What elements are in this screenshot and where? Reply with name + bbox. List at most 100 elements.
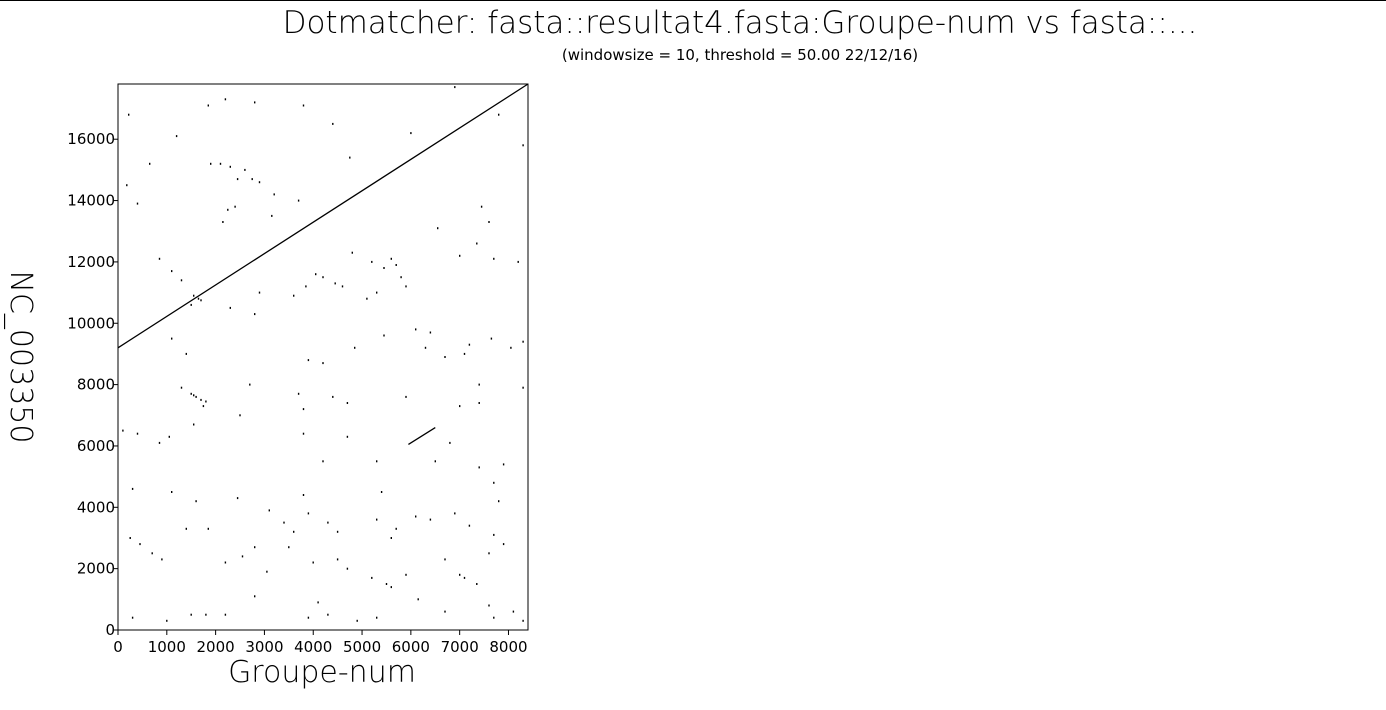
match-dot [351,251,353,254]
match-dot [459,405,461,408]
match-dot [293,294,295,297]
match-dot [236,497,239,500]
match-dot [158,441,161,444]
match-dot [244,168,246,171]
match-dot [251,178,253,181]
match-dot [405,285,407,288]
match-dot [366,297,368,300]
match-dot [268,509,270,512]
x-tick-label: 5000 [343,638,381,656]
match-dot [197,297,200,300]
match-dot [390,586,392,589]
match-dot [149,162,151,165]
match-dot [437,227,439,230]
match-dot [195,395,197,398]
match-dot [195,500,197,503]
y-tick-label: 14000 [67,192,115,210]
match-dot [454,512,456,515]
chart-title: Dotmatcher: fasta::resultat4.fasta:Group… [283,5,1198,41]
match-dot [510,346,512,349]
x-axis-ticks: 0 1000 2000 3000 4000 5000 6000 7000 8000 [113,630,528,656]
match-dot [241,555,244,558]
match-dot [480,205,483,208]
match-dot [522,619,524,622]
match-dot [405,395,407,398]
match-dot [395,264,397,266]
match-dot [302,432,305,435]
match-dot [517,260,519,263]
match-dot [429,331,432,334]
match-dot [168,435,170,438]
match-dot [383,267,385,269]
match-dot [258,181,261,184]
match-dot [302,104,305,107]
match-dot [459,254,461,257]
match-dot [385,583,388,585]
match-dot [498,113,500,116]
match-dot [522,144,524,147]
match-dot [463,352,466,355]
match-dot [180,386,183,389]
match-dot [297,392,300,395]
match-dot [229,306,231,309]
match-dot [302,408,305,411]
x-tick-label: 4000 [294,638,332,656]
match-dot [395,527,397,530]
match-dot [493,533,495,536]
match-dot [239,414,241,417]
match-dot [459,573,461,576]
match-dot [175,135,178,138]
dot-marks [117,83,529,622]
match-dot [207,104,209,107]
y-tick-label: 2000 [77,560,115,578]
match-diagonal-line [408,427,436,445]
match-dot [493,481,495,484]
y-axis-ticks: 0 2000 4000 6000 8000 10000 12000 14000 16000 [67,130,118,639]
match-dot [512,610,515,613]
y-tick-label: 8000 [77,376,115,394]
match-dot [354,346,356,349]
x-tick-label: 3000 [245,638,283,656]
match-dot [258,291,261,294]
match-dot [334,282,336,285]
match-dot [405,573,407,576]
match-dot [193,294,195,297]
match-dot [463,576,466,579]
match-dot [234,205,236,208]
match-dot [444,610,446,613]
match-dot [171,491,173,493]
match-dot [131,487,134,490]
match-dot [315,273,317,276]
match-dot [205,613,207,616]
match-dot [336,558,339,561]
match-dot [307,359,310,362]
x-tick-label: 0 [113,638,123,656]
match-dot [502,543,505,546]
match-dot [207,527,209,530]
match-dot [312,561,314,564]
match-dot [493,257,495,260]
match-dot [371,576,373,579]
x-axis-label: Groupe-num [228,655,416,690]
match-dot [502,463,505,466]
match-dot [227,208,229,211]
match-dot [424,346,427,349]
match-dot [210,162,212,165]
chart-subtitle: (windowsize = 10, threshold = 50.00 22/1… [562,46,918,64]
match-dot [222,221,224,223]
match-dot [488,604,490,607]
match-dot [341,285,344,288]
match-dot [478,466,480,469]
match-dot [128,113,130,116]
match-dot [271,214,273,217]
match-dot [151,552,153,555]
match-dot [417,598,419,601]
x-tick-label: 2000 [197,638,235,656]
x-tick-label: 1000 [148,638,186,656]
match-dot [488,552,490,555]
match-dot [171,270,173,273]
match-dot [356,619,358,622]
plot-frame [117,83,529,631]
match-dot [288,546,290,549]
match-dot [376,460,378,463]
